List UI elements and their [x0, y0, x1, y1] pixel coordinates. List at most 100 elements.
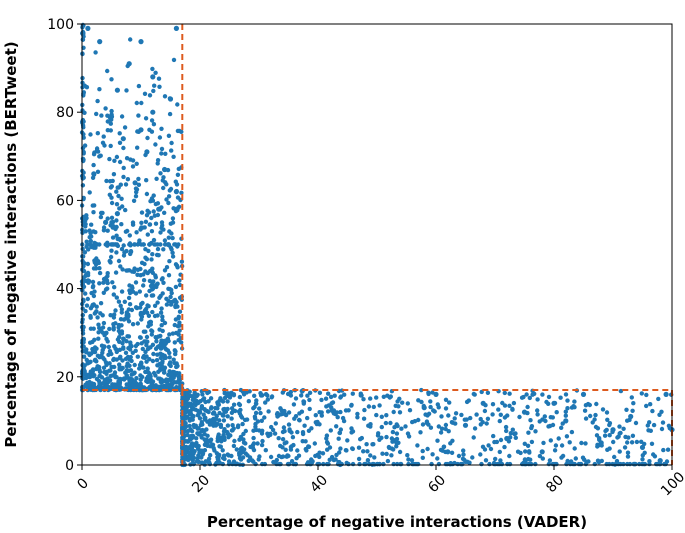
- scatter-point: [189, 429, 195, 434]
- scatter-point: [559, 443, 565, 448]
- scatter-point: [114, 189, 119, 194]
- scatter-point: [110, 280, 115, 285]
- scatter-point: [203, 399, 208, 405]
- scatter-point: [362, 407, 367, 413]
- scatter-point: [124, 369, 129, 374]
- scatter-point: [328, 394, 334, 400]
- scatter-point: [80, 317, 85, 322]
- scatter-point: [334, 424, 339, 429]
- scatter-point: [629, 395, 634, 400]
- scatter-point: [349, 426, 354, 431]
- scatter-point: [379, 435, 384, 440]
- scatter-point: [135, 354, 140, 359]
- scatter-point: [145, 135, 150, 141]
- scatter-point: [199, 455, 204, 460]
- scatter-point: [644, 392, 649, 398]
- scatter-point: [307, 397, 312, 403]
- scatter-point: [136, 83, 142, 89]
- scatter-point: [110, 219, 116, 225]
- scatter-point: [117, 131, 122, 136]
- scatter-point: [548, 438, 553, 443]
- scatter-point: [371, 404, 376, 410]
- scatter-point: [315, 419, 320, 425]
- scatter-point: [238, 387, 244, 393]
- scatter-point: [517, 414, 522, 420]
- scatter-point: [202, 407, 207, 412]
- scatter-point: [154, 339, 159, 344]
- scatter-point: [583, 441, 588, 446]
- scatter-point: [631, 461, 637, 467]
- scatter-point: [569, 429, 575, 435]
- scatter-point: [125, 334, 130, 339]
- scatter-point: [133, 280, 139, 285]
- scatter-point: [130, 158, 136, 163]
- scatter-point: [127, 233, 132, 238]
- scatter-point: [120, 341, 125, 346]
- scatter-point: [158, 171, 163, 176]
- scatter-point: [628, 413, 634, 420]
- scatter-point: [593, 412, 598, 418]
- scatter-point: [99, 343, 105, 348]
- scatter-point: [91, 210, 96, 215]
- scatter-point: [121, 165, 126, 171]
- scatter-point: [350, 461, 356, 467]
- scatter-point: [83, 382, 88, 387]
- scatter-point: [436, 424, 441, 429]
- scatter-point: [335, 415, 340, 420]
- scatter-point: [152, 242, 157, 247]
- scatter-point: [128, 354, 133, 360]
- scatter-point: [118, 387, 123, 392]
- scatter-point: [364, 442, 369, 447]
- scatter-point: [269, 394, 275, 399]
- scatter-point: [113, 308, 118, 313]
- scatter-point: [221, 435, 227, 440]
- scatter-point: [147, 288, 152, 294]
- scatter-point: [156, 206, 162, 212]
- scatter-point: [449, 450, 455, 455]
- scatter-point: [170, 254, 176, 259]
- scatter-point: [247, 455, 253, 460]
- scatter-point: [610, 427, 616, 433]
- scatter-point: [539, 449, 545, 455]
- scatter-point: [143, 269, 148, 274]
- scatter-point: [327, 457, 332, 462]
- scatter-point: [528, 418, 533, 423]
- scatter-point: [326, 461, 331, 467]
- scatter-point: [138, 377, 143, 382]
- scatter-point: [565, 406, 570, 411]
- scatter-point: [110, 235, 116, 240]
- scatter-point: [154, 176, 159, 181]
- scatter-point: [98, 311, 103, 316]
- scatter-point: [125, 361, 130, 366]
- scatter-point: [80, 246, 85, 252]
- scatter-point: [124, 382, 129, 387]
- scatter-point: [149, 229, 155, 234]
- scatter-point: [95, 353, 101, 358]
- scatter-point: [167, 96, 174, 102]
- scatter-point: [213, 423, 219, 428]
- scatter-point: [273, 421, 278, 426]
- scatter-point: [160, 317, 165, 323]
- scatter-point: [179, 259, 185, 264]
- scatter-point: [291, 402, 297, 407]
- scatter-point: [163, 151, 168, 156]
- scatter-point: [227, 395, 233, 400]
- scatter-point: [159, 151, 164, 156]
- scatter-point: [535, 397, 540, 402]
- scatter-point: [107, 361, 112, 366]
- scatter-point: [323, 396, 329, 401]
- scatter-point: [471, 435, 476, 440]
- scatter-point: [319, 413, 324, 418]
- scatter-point: [154, 358, 160, 363]
- scatter-point: [192, 390, 197, 395]
- scatter-point: [106, 352, 111, 357]
- scatter-point: [482, 408, 488, 414]
- scatter-point: [136, 113, 141, 118]
- scatter-point: [139, 100, 144, 106]
- scatter-point: [174, 364, 180, 369]
- scatter-point: [137, 238, 142, 243]
- scatter-point: [123, 182, 129, 187]
- scatter-point: [207, 461, 213, 467]
- scatter-point: [490, 402, 496, 407]
- scatter-point: [305, 393, 310, 398]
